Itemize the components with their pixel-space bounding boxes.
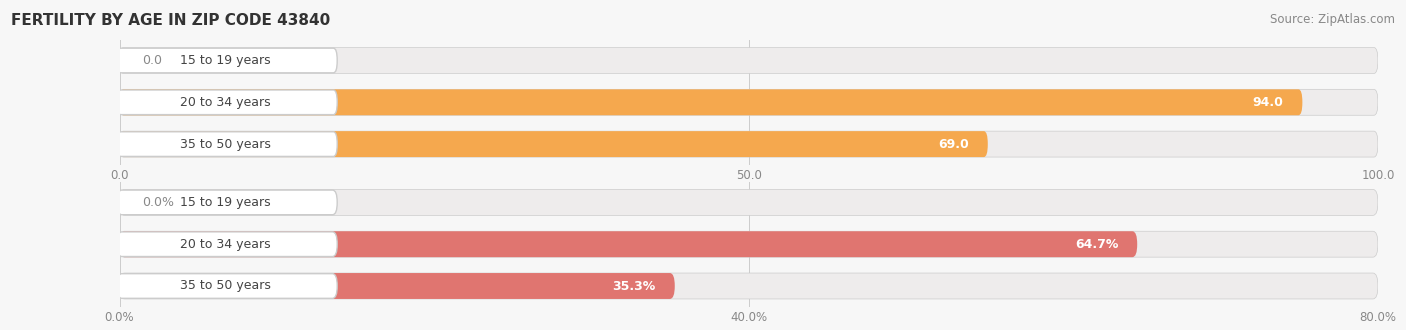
Text: FERTILITY BY AGE IN ZIP CODE 43840: FERTILITY BY AGE IN ZIP CODE 43840 (11, 13, 330, 28)
Text: 15 to 19 years: 15 to 19 years (180, 196, 270, 209)
FancyBboxPatch shape (120, 231, 1137, 257)
FancyBboxPatch shape (120, 189, 1378, 215)
FancyBboxPatch shape (117, 132, 337, 156)
FancyBboxPatch shape (120, 131, 1378, 157)
FancyBboxPatch shape (117, 274, 337, 298)
FancyBboxPatch shape (120, 231, 1378, 257)
Text: 15 to 19 years: 15 to 19 years (180, 54, 270, 67)
Text: 35 to 50 years: 35 to 50 years (180, 280, 270, 292)
Text: 69.0: 69.0 (938, 138, 969, 150)
FancyBboxPatch shape (120, 273, 675, 299)
FancyBboxPatch shape (117, 232, 337, 256)
Text: 0.0%: 0.0% (142, 196, 174, 209)
FancyBboxPatch shape (120, 273, 1378, 299)
FancyBboxPatch shape (120, 89, 1378, 115)
Text: 94.0: 94.0 (1253, 96, 1284, 109)
Text: 35.3%: 35.3% (613, 280, 655, 292)
Text: 20 to 34 years: 20 to 34 years (180, 96, 270, 109)
Text: 20 to 34 years: 20 to 34 years (180, 238, 270, 251)
Text: 64.7%: 64.7% (1076, 238, 1118, 251)
Text: 35 to 50 years: 35 to 50 years (180, 138, 270, 150)
FancyBboxPatch shape (120, 48, 1378, 74)
FancyBboxPatch shape (120, 131, 988, 157)
Text: 0.0: 0.0 (142, 54, 162, 67)
Text: Source: ZipAtlas.com: Source: ZipAtlas.com (1270, 13, 1395, 26)
FancyBboxPatch shape (120, 89, 1302, 115)
FancyBboxPatch shape (117, 190, 337, 215)
FancyBboxPatch shape (117, 90, 337, 115)
FancyBboxPatch shape (117, 48, 337, 73)
